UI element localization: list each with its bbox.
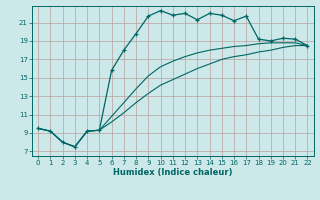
X-axis label: Humidex (Indice chaleur): Humidex (Indice chaleur) [113, 168, 233, 177]
